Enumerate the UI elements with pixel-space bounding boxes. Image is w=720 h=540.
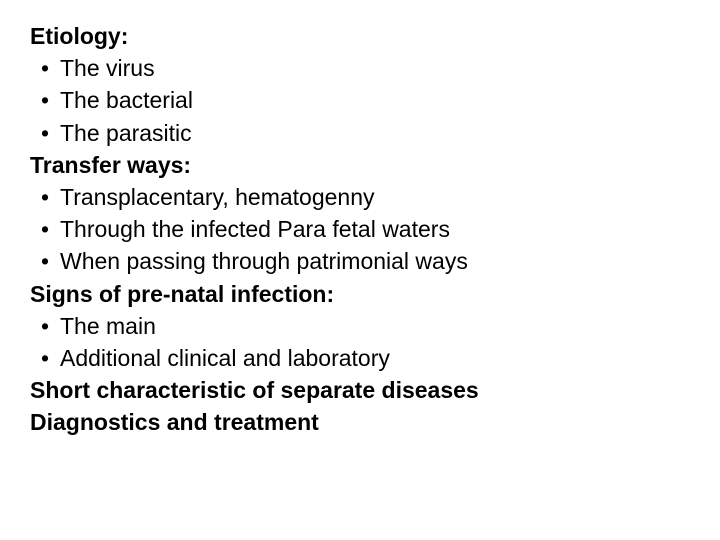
bullet-label: The main (60, 310, 156, 342)
list-item: • When passing through patrimonial ways (30, 245, 690, 277)
bullet-icon: • (30, 52, 60, 84)
bullet-icon: • (30, 84, 60, 116)
slide-content: Etiology: • The virus • The bacterial • … (30, 20, 690, 438)
bullet-icon: • (30, 117, 60, 149)
list-item: • Additional clinical and laboratory (30, 342, 690, 374)
bullet-label: The parasitic (60, 117, 192, 149)
bullet-icon: • (30, 310, 60, 342)
bullet-label: Additional clinical and laboratory (60, 342, 390, 374)
list-item: • Transplacentary, hematogenny (30, 181, 690, 213)
transfer-heading: Transfer ways: (30, 149, 690, 181)
bullet-label: Transplacentary, hematogenny (60, 181, 375, 213)
bullet-icon: • (30, 245, 60, 277)
bullet-icon: • (30, 213, 60, 245)
list-item: • Through the infected Para fetal waters (30, 213, 690, 245)
bullet-label: The bacterial (60, 84, 193, 116)
bullet-label: When passing through patrimonial ways (60, 245, 468, 277)
list-item: • The parasitic (30, 117, 690, 149)
list-item: • The main (30, 310, 690, 342)
bullet-label: Through the infected Para fetal waters (60, 213, 450, 245)
signs-heading: Signs of pre-natal infection: (30, 278, 690, 310)
short-char-heading: Short characteristic of separate disease… (30, 374, 690, 406)
diagnostics-heading: Diagnostics and treatment (30, 406, 690, 438)
list-item: • The bacterial (30, 84, 690, 116)
etiology-heading: Etiology: (30, 20, 690, 52)
bullet-icon: • (30, 181, 60, 213)
list-item: • The virus (30, 52, 690, 84)
bullet-icon: • (30, 342, 60, 374)
bullet-label: The virus (60, 52, 155, 84)
